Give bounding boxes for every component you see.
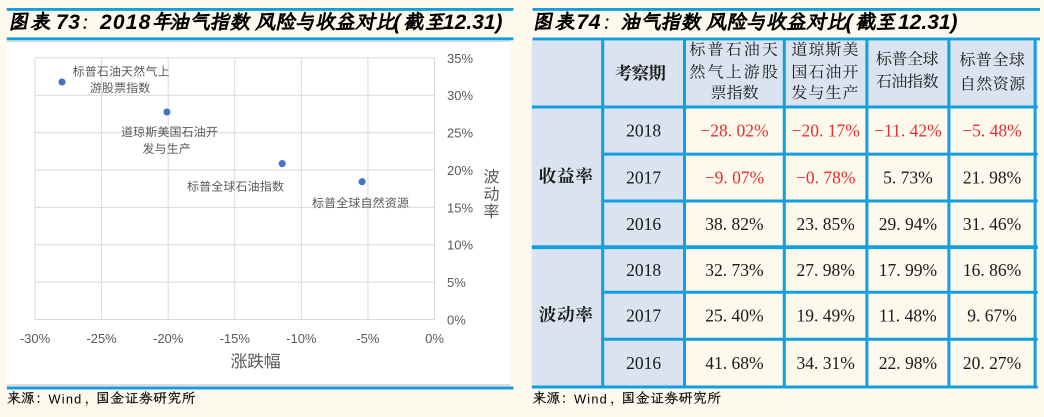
svg-text:74: 74 [577,11,602,34]
svg-text:38. 82%: 38. 82% [705,214,763,234]
svg-text:19. 49%: 19. 49% [797,306,855,326]
svg-text:(: ( [394,11,403,34]
svg-text:-20%: -20% [153,331,184,346]
svg-text:35%: 35% [447,51,473,66]
svg-text:73: 73 [56,11,81,34]
svg-text:25. 40%: 25. 40% [705,306,763,326]
svg-text:17. 99%: 17. 99% [879,260,937,280]
svg-text:2018: 2018 [626,260,661,280]
svg-text:2017: 2017 [626,168,661,188]
svg-text:−28. 02%: −28. 02% [700,121,768,141]
svg-text:-25%: -25% [86,331,117,346]
svg-text:30%: 30% [447,88,473,103]
svg-text:12.31): 12.31) [443,11,503,34]
svg-text:23. 85%: 23. 85% [797,214,855,234]
svg-text:5. 73%: 5. 73% [883,168,933,188]
svg-text:−0. 78%: −0. 78% [796,168,855,188]
svg-text:20%: 20% [447,163,473,178]
svg-text:11. 48%: 11. 48% [879,306,937,326]
svg-text:0%: 0% [447,313,466,328]
svg-text:0%: 0% [425,331,444,346]
svg-text:34. 31%: 34. 31% [797,353,855,373]
svg-text:21. 98%: 21. 98% [963,168,1021,188]
svg-text:29. 94%: 29. 94% [879,214,937,234]
svg-text:-5%: -5% [356,331,380,346]
svg-text:−5. 48%: −5. 48% [962,121,1021,141]
svg-text:-30%: -30% [20,331,51,346]
svg-text:41. 68%: 41. 68% [705,353,763,373]
svg-text:Wind: Wind [574,392,608,407]
svg-text:2016: 2016 [626,353,661,373]
svg-text:2016: 2016 [626,214,661,234]
svg-text:25%: 25% [447,126,473,141]
svg-text:(: ( [846,11,855,34]
svg-text:Wind: Wind [49,392,83,407]
svg-text:10%: 10% [447,238,473,253]
svg-text:20. 27%: 20. 27% [963,353,1021,373]
svg-text:2018: 2018 [99,11,152,34]
svg-text:32. 73%: 32. 73% [705,260,763,280]
svg-text:5%: 5% [447,275,466,290]
svg-text:−9. 07%: −9. 07% [705,168,764,188]
svg-text:−11. 42%: −11. 42% [874,121,942,141]
svg-text:9. 67%: 9. 67% [967,306,1017,326]
svg-text:-10%: -10% [286,331,317,346]
svg-text:2017: 2017 [626,306,661,326]
svg-text:22. 98%: 22. 98% [879,353,937,373]
svg-text:27. 98%: 27. 98% [797,260,855,280]
svg-text:15%: 15% [447,200,473,215]
svg-text:16. 86%: 16. 86% [963,260,1021,280]
svg-text:31. 46%: 31. 46% [963,214,1021,234]
svg-text:2018: 2018 [626,121,661,141]
svg-text:12.31): 12.31) [898,11,958,34]
svg-text:−20. 17%: −20. 17% [792,121,860,141]
svg-text:-15%: -15% [220,331,251,346]
